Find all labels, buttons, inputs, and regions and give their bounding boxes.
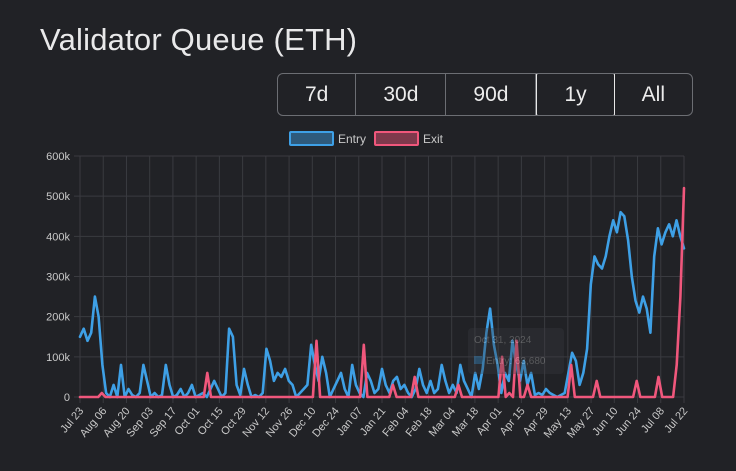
legend-item-exit[interactable]: Exit: [374, 131, 444, 146]
legend-label: Exit: [423, 132, 444, 146]
tooltip-swatch: [474, 356, 482, 364]
tooltip-box: [468, 328, 564, 374]
tooltip-date: Oct 31, 2024: [474, 335, 532, 346]
legend-swatch: [374, 131, 419, 146]
tooltip-value: Entry: 63,680: [486, 356, 546, 367]
page-title: Validator Queue (ETH): [40, 22, 358, 57]
y-tick-label: 100k: [46, 352, 70, 364]
y-tick-label: 200k: [46, 312, 70, 324]
y-tick-label: 400k: [46, 231, 70, 243]
chart-legend[interactable]: Entry Exit: [289, 131, 444, 146]
legend-label: Entry: [338, 132, 366, 146]
legend-item-entry[interactable]: Entry: [289, 131, 366, 146]
legend-swatch: [289, 131, 334, 146]
y-tick-label: 600k: [46, 151, 70, 163]
series-line-exit: [78, 186, 686, 399]
range-button-90d[interactable]: 90d: [446, 74, 537, 115]
range-button-30d[interactable]: 30d: [356, 74, 447, 115]
hover-tooltip: Oct 31, 2024 Entry: 63,680: [468, 328, 564, 374]
x-tick-label: Jul 08: [639, 405, 667, 435]
range-button-all[interactable]: All: [641, 82, 665, 106]
y-tick-label: 500k: [46, 191, 70, 203]
series-line-entry: [78, 210, 686, 399]
y-tick-label: 300k: [46, 272, 70, 284]
y-tick-label: 0: [64, 392, 70, 404]
range-button-7d[interactable]: 7d: [278, 74, 357, 115]
time-range-selector: 7d 30d 90d 1y All: [277, 73, 693, 116]
chart-grid: [74, 155, 685, 403]
x-tick-label: Jul 22: [662, 405, 690, 435]
x-tick-label: Jun 24: [613, 405, 643, 438]
range-button-1y[interactable]: 1y: [536, 74, 615, 115]
chart-series: [78, 186, 686, 399]
